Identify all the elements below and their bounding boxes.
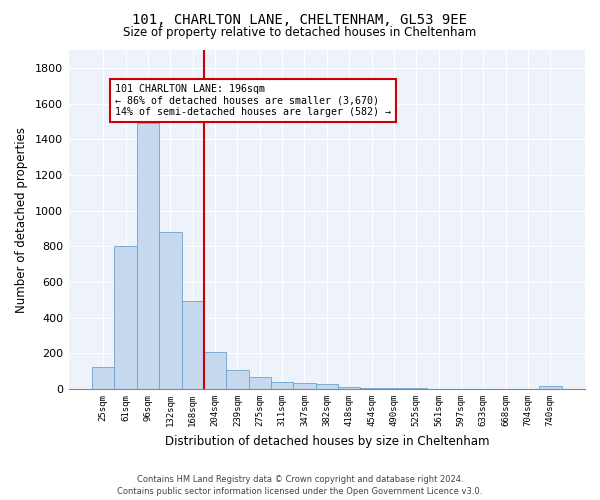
Text: 101 CHARLTON LANE: 196sqm
← 86% of detached houses are smaller (3,670)
14% of se: 101 CHARLTON LANE: 196sqm ← 86% of detac…: [115, 84, 391, 117]
Bar: [159, 232, 182, 389]
Bar: [539, 386, 562, 389]
Bar: [383, 388, 405, 389]
Y-axis label: Number of detached properties: Number of detached properties: [15, 126, 28, 312]
Bar: [405, 388, 427, 389]
Bar: [204, 352, 226, 389]
Bar: [226, 370, 248, 389]
X-axis label: Distribution of detached houses by size in Cheltenham: Distribution of detached houses by size …: [164, 434, 489, 448]
Bar: [115, 246, 137, 389]
Bar: [137, 123, 159, 389]
Bar: [182, 300, 204, 389]
Bar: [316, 384, 338, 389]
Bar: [271, 382, 293, 389]
Text: 101, CHARLTON LANE, CHELTENHAM, GL53 9EE: 101, CHARLTON LANE, CHELTENHAM, GL53 9EE: [133, 12, 467, 26]
Text: Contains HM Land Registry data © Crown copyright and database right 2024.
Contai: Contains HM Land Registry data © Crown c…: [118, 474, 482, 496]
Bar: [338, 388, 361, 389]
Bar: [361, 388, 383, 389]
Bar: [427, 388, 450, 389]
Bar: [92, 366, 115, 389]
Text: Size of property relative to detached houses in Cheltenham: Size of property relative to detached ho…: [124, 26, 476, 39]
Bar: [293, 384, 316, 389]
Bar: [248, 378, 271, 389]
